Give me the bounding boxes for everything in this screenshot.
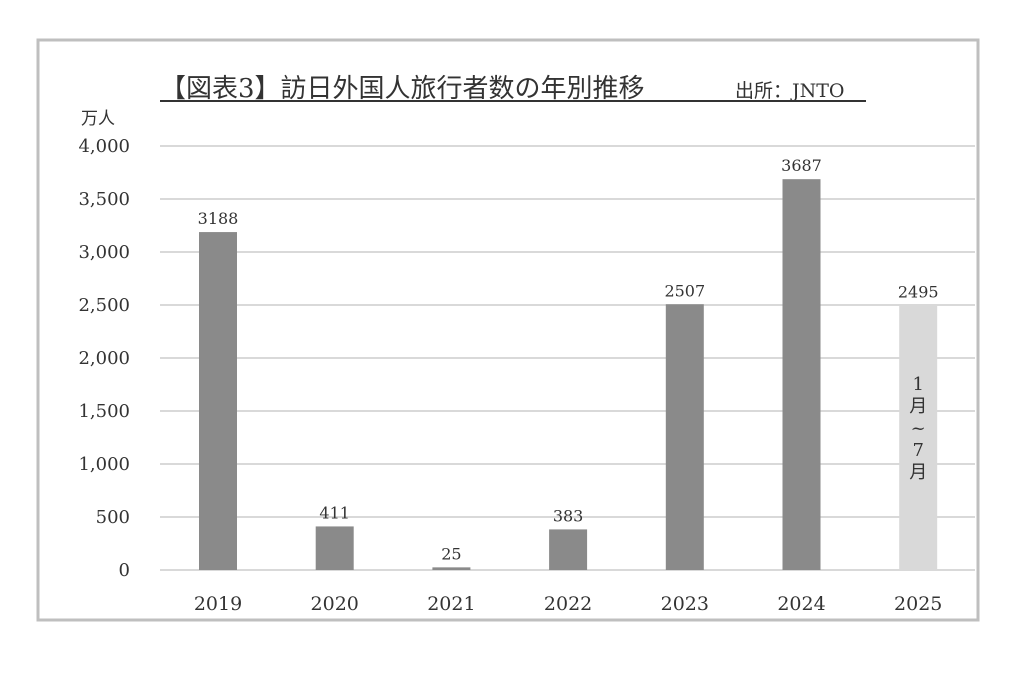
data-label-2024: 3687: [781, 156, 822, 175]
bar-2023: [665, 304, 704, 570]
bar-annotation: 1: [912, 374, 923, 395]
y-tick-label: 2,500: [78, 295, 130, 316]
y-tick-label: 0: [119, 560, 130, 581]
bar-annotation: ~: [911, 418, 926, 439]
x-tick-label-2022: 2022: [544, 593, 592, 615]
bar-annotation: 月: [909, 462, 927, 483]
bar-2024: [782, 179, 821, 571]
data-label-2021: 25: [441, 544, 461, 563]
chart-title: 【図表3】訪日外国人旅行者数の年別推移: [160, 74, 645, 104]
x-tick-label-2023: 2023: [661, 593, 709, 615]
y-tick-label: 2,000: [78, 348, 130, 369]
y-tick-label: 4,000: [78, 136, 130, 157]
y-tick-label: 1,500: [78, 401, 130, 422]
chart-source: 出所：JNTO: [735, 80, 845, 102]
x-tick-label-2021: 2021: [427, 593, 475, 615]
bar-2020: [315, 526, 354, 570]
x-tick-label-2024: 2024: [777, 593, 825, 615]
y-tick-label: 3,000: [78, 242, 130, 263]
data-label-2025: 2495: [898, 283, 939, 302]
y-tick-label: 1,000: [78, 454, 130, 475]
bar-2019: [199, 232, 237, 570]
data-label-2020: 411: [319, 503, 350, 522]
data-label-2022: 383: [553, 506, 584, 525]
y-axis-unit: 万人: [81, 109, 115, 129]
bar-annotation: 7: [912, 440, 923, 461]
x-tick-label-2025: 2025: [894, 593, 942, 615]
data-label-2023: 2507: [664, 281, 705, 300]
data-label-2019: 3188: [198, 209, 239, 228]
x-tick-label-2019: 2019: [194, 593, 242, 615]
chart-frame: [36, 38, 980, 622]
bar-2022: [549, 529, 588, 570]
y-tick-label: 500: [96, 507, 130, 528]
bar-2021: [432, 567, 471, 570]
bar-annotation: 月: [909, 396, 927, 417]
x-tick-label-2020: 2020: [311, 593, 359, 615]
bar-2025: [899, 305, 938, 570]
y-tick-label: 3,500: [78, 189, 130, 210]
